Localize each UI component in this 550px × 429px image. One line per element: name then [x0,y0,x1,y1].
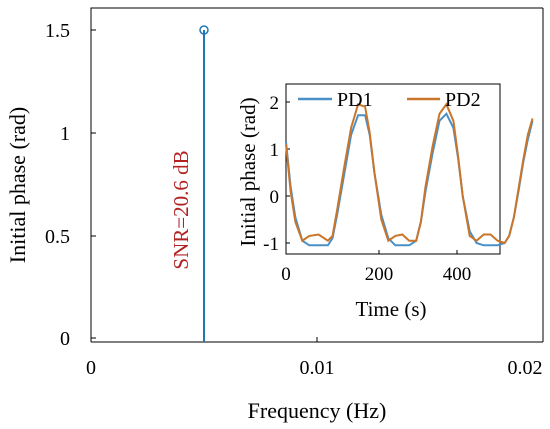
main-ytick-label-2: 1 [60,123,70,145]
inset-ytick-label-0: 0 [270,187,280,208]
main-xtick-label-2: 0.02 [508,357,543,379]
stem-marker [199,25,209,35]
main-xtick-label-0: 0 [86,357,96,379]
inset-axes-frame [285,83,501,255]
inset-ytick-label-2: 2 [270,93,280,114]
inset-background [283,83,500,255]
inset-ytick-label-1: 1 [270,140,280,161]
inset-xlabel: Time (s) [356,297,427,321]
main-xtick-label-1: 0.01 [300,357,335,379]
inset-xtick-label-0: 0 [281,264,291,285]
legend-label-pd2: PD2 [445,89,481,111]
main-chart: 0 0.5 1 1.5 0 0.01 0.02 Frequency (Hz) I… [5,7,544,423]
inset-ytick-label--1: -1 [263,234,279,255]
legend-label-pd1: PD1 [337,89,373,111]
inset-xtick-label-200: 200 [365,264,394,285]
inset-xtick-label-400: 400 [443,264,472,285]
main-ytick-label-1: 0.5 [45,226,70,248]
main-ytick-label-0: 0 [60,328,70,350]
inset-series-pd2 [285,102,534,245]
snr-annotation: SNR=20.6 dB [169,150,193,269]
inset-legend: PD1 PD2 [298,89,481,111]
inset-chart: -1 0 1 2 0 200 400 Time (s) Initial phas… [236,83,534,321]
main-ytick-label-3: 1.5 [45,20,70,42]
main-ylabel: Initial phase (rad) [5,107,30,263]
main-xlabel: Frequency (Hz) [248,398,387,423]
inset-ylabel: Initial phase (rad) [236,97,260,246]
main-axes-frame [90,7,543,342]
